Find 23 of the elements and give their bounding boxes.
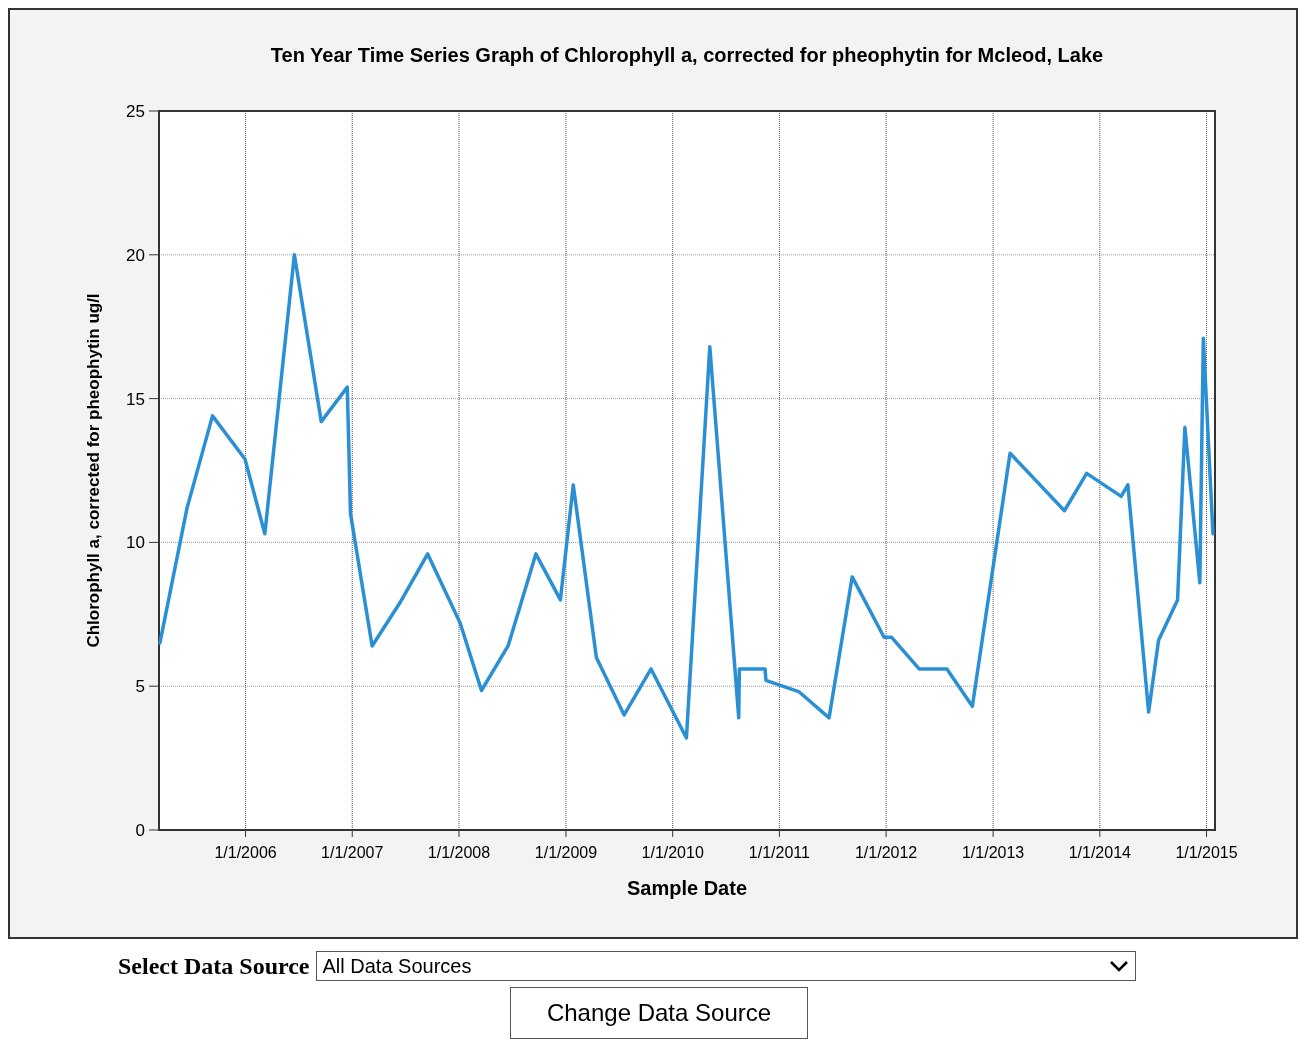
- dropdown-field: All Data Sources: [315, 951, 1136, 981]
- line-series: [158, 253, 1215, 740]
- button: Change Data Source: [510, 987, 808, 1039]
- x-tick-label: 1/1/2010: [641, 844, 704, 861]
- x-axis-title: Sample Date: [626, 877, 748, 899]
- x-tick-label: 1/1/2015: [1175, 844, 1238, 861]
- y-axis-title: Chlorophyll a, corrected for pheophytin ug/l: [84, 293, 103, 648]
- y-tick-label: 0: [135, 820, 145, 840]
- x-tick-label: 1/1/2007: [321, 844, 384, 861]
- text: Select Data Source: [118, 952, 310, 980]
- x-tick-label: 1/1/2006: [214, 844, 277, 861]
- y-tick-label: 5: [135, 677, 145, 697]
- x-tick-label: 1/1/2009: [534, 844, 598, 861]
- x-tick-label: 1/1/2008: [427, 844, 491, 861]
- y-tick-label: 25: [126, 101, 145, 121]
- y-tick-label: 20: [126, 245, 145, 265]
- y-tick-label: 15: [126, 389, 145, 409]
- x-tick-label: 1/1/2011: [748, 844, 811, 861]
- y-tick-label: 10: [126, 533, 145, 553]
- x-tick-label: 1/1/2014: [1068, 844, 1132, 861]
- x-tick-label: 1/1/2012: [854, 844, 918, 861]
- chart-title: Ten Year Time Series Graph of Chlorophyll a, corrected for pheophytin for Mcleod, Lake: [270, 44, 1104, 66]
- x-tick-label: 1/1/2013: [961, 844, 1025, 861]
